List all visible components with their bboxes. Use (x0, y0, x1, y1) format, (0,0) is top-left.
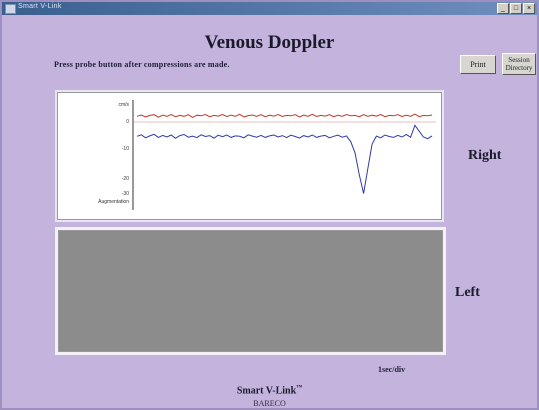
y-tick-label: 0 (126, 119, 129, 125)
blue-waveform-series (136, 124, 433, 194)
red-waveform-series (136, 113, 433, 118)
instruction-text: Press probe button after compressions ar… (54, 60, 230, 69)
left-waveform-panel (55, 227, 446, 355)
right-waveform-panel: cm/s 0 -10 -20 -30 Augmentation (55, 90, 444, 222)
units-label: 1sec/div (378, 365, 406, 374)
brand-name: Smart V-Link™ (236, 385, 303, 397)
y-tick-label: -30 (122, 191, 129, 197)
maximize-icon[interactable]: □ (510, 3, 522, 14)
page-title: Venous Doppler (204, 32, 335, 53)
y-tick-label: -10 (122, 146, 129, 152)
title-bar[interactable]: Smart V-Link _ □ × (2, 2, 537, 15)
right-side-label: Right (468, 148, 502, 163)
session-directory-label-2: Directory (505, 64, 533, 72)
minimize-icon[interactable]: _ (497, 3, 509, 14)
session-directory-label-1: Session (508, 56, 530, 64)
y-tick-label: cm/s (118, 102, 129, 108)
window-controls: _ □ × (497, 3, 535, 14)
y-tick-label: -20 (122, 176, 129, 182)
close-icon[interactable]: × (523, 3, 535, 14)
y-tick-label: Augmentation (98, 199, 129, 205)
session-directory-button[interactable]: Session Directory (502, 53, 536, 75)
company-name: BARECO (253, 399, 286, 408)
print-button[interactable]: Print (460, 55, 496, 74)
window-title: Smart V-Link (18, 3, 62, 10)
app-icon (5, 4, 16, 14)
right-doppler-chart: cm/s 0 -10 -20 -30 Augmentation (98, 100, 436, 210)
left-side-label: Left (455, 285, 480, 300)
